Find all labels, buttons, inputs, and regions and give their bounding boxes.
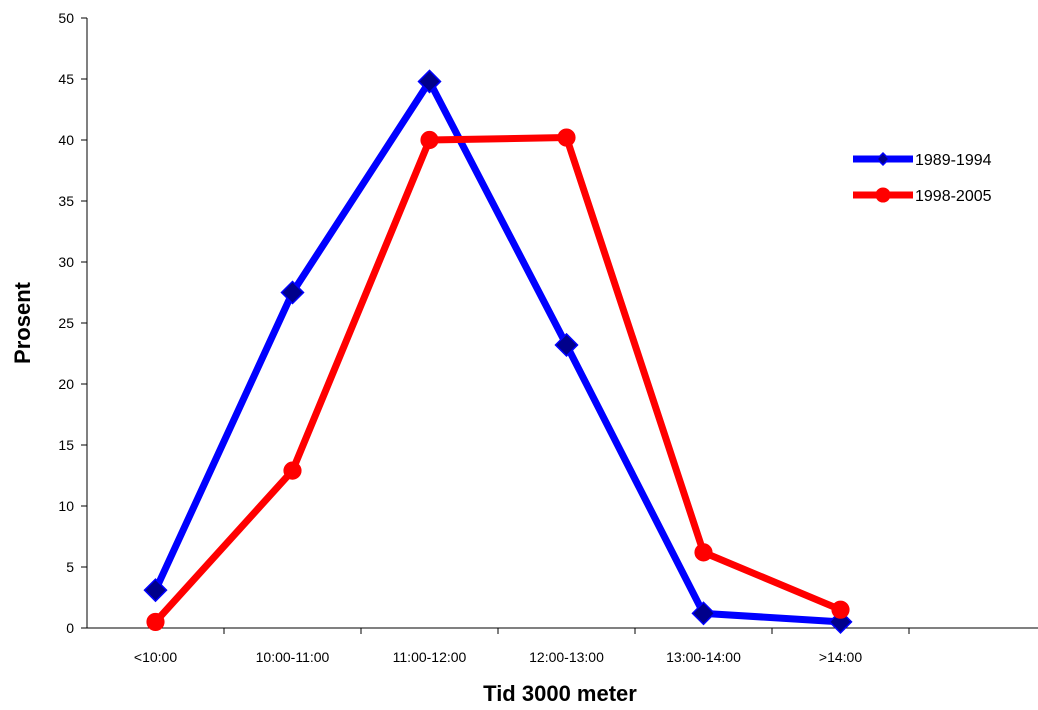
series-1989-1994 xyxy=(143,69,853,634)
data-point xyxy=(694,543,713,562)
y-tick-label: 0 xyxy=(66,620,74,636)
y-tick-label: 5 xyxy=(66,559,74,575)
y-tick-label: 25 xyxy=(58,315,74,331)
legend-item: 1998-2005 xyxy=(853,187,992,205)
legend-item: 1989-1994 xyxy=(853,151,992,169)
y-ticks: 0 5 10 15 20 25 30 35 40 45 50 xyxy=(58,10,87,636)
x-tick-label: <10:00 xyxy=(134,649,177,665)
y-tick-label: 15 xyxy=(58,437,74,453)
legend: 1989-1994 1998-2005 xyxy=(853,151,992,205)
data-point xyxy=(875,151,891,167)
y-tick-label: 35 xyxy=(58,193,74,209)
y-tick-label: 10 xyxy=(58,498,74,514)
data-point xyxy=(417,69,442,94)
y-tick-label: 20 xyxy=(58,376,74,392)
legend-label: 1998-2005 xyxy=(915,188,992,205)
x-tick-label: >14:00 xyxy=(819,649,862,665)
legend-label: 1989-1994 xyxy=(915,152,992,169)
data-point xyxy=(420,130,439,150)
data-point xyxy=(283,461,302,480)
series-line xyxy=(152,77,844,626)
series-line xyxy=(152,134,844,626)
x-tick-label: 10:00-11:00 xyxy=(256,649,330,665)
x-tick-label: 12:00-13:00 xyxy=(529,649,604,665)
data-point xyxy=(875,187,891,203)
data-point xyxy=(557,128,576,147)
series-layer xyxy=(143,69,853,634)
data-point xyxy=(554,332,579,358)
data-point xyxy=(280,280,305,305)
series-1998-2005 xyxy=(146,128,850,631)
y-tick-label: 30 xyxy=(58,254,74,270)
data-point xyxy=(691,601,716,626)
data-point xyxy=(831,600,850,619)
y-tick-label: 50 xyxy=(58,10,74,26)
x-tick-label: 11:00-12:00 xyxy=(393,649,467,665)
y-tick-label: 40 xyxy=(58,132,74,148)
y-tick-label: 45 xyxy=(58,71,74,87)
x-axis-title: Tid 3000 meter xyxy=(483,681,637,706)
y-axis-title: Prosent xyxy=(10,281,35,364)
data-point xyxy=(146,612,165,631)
data-point xyxy=(143,578,168,603)
x-ticks: <10:00 10:00-11:00 11:00-12:00 12:00-13:00 1… xyxy=(134,628,910,665)
x-tick-label: 13:00-14:00 xyxy=(666,649,741,665)
